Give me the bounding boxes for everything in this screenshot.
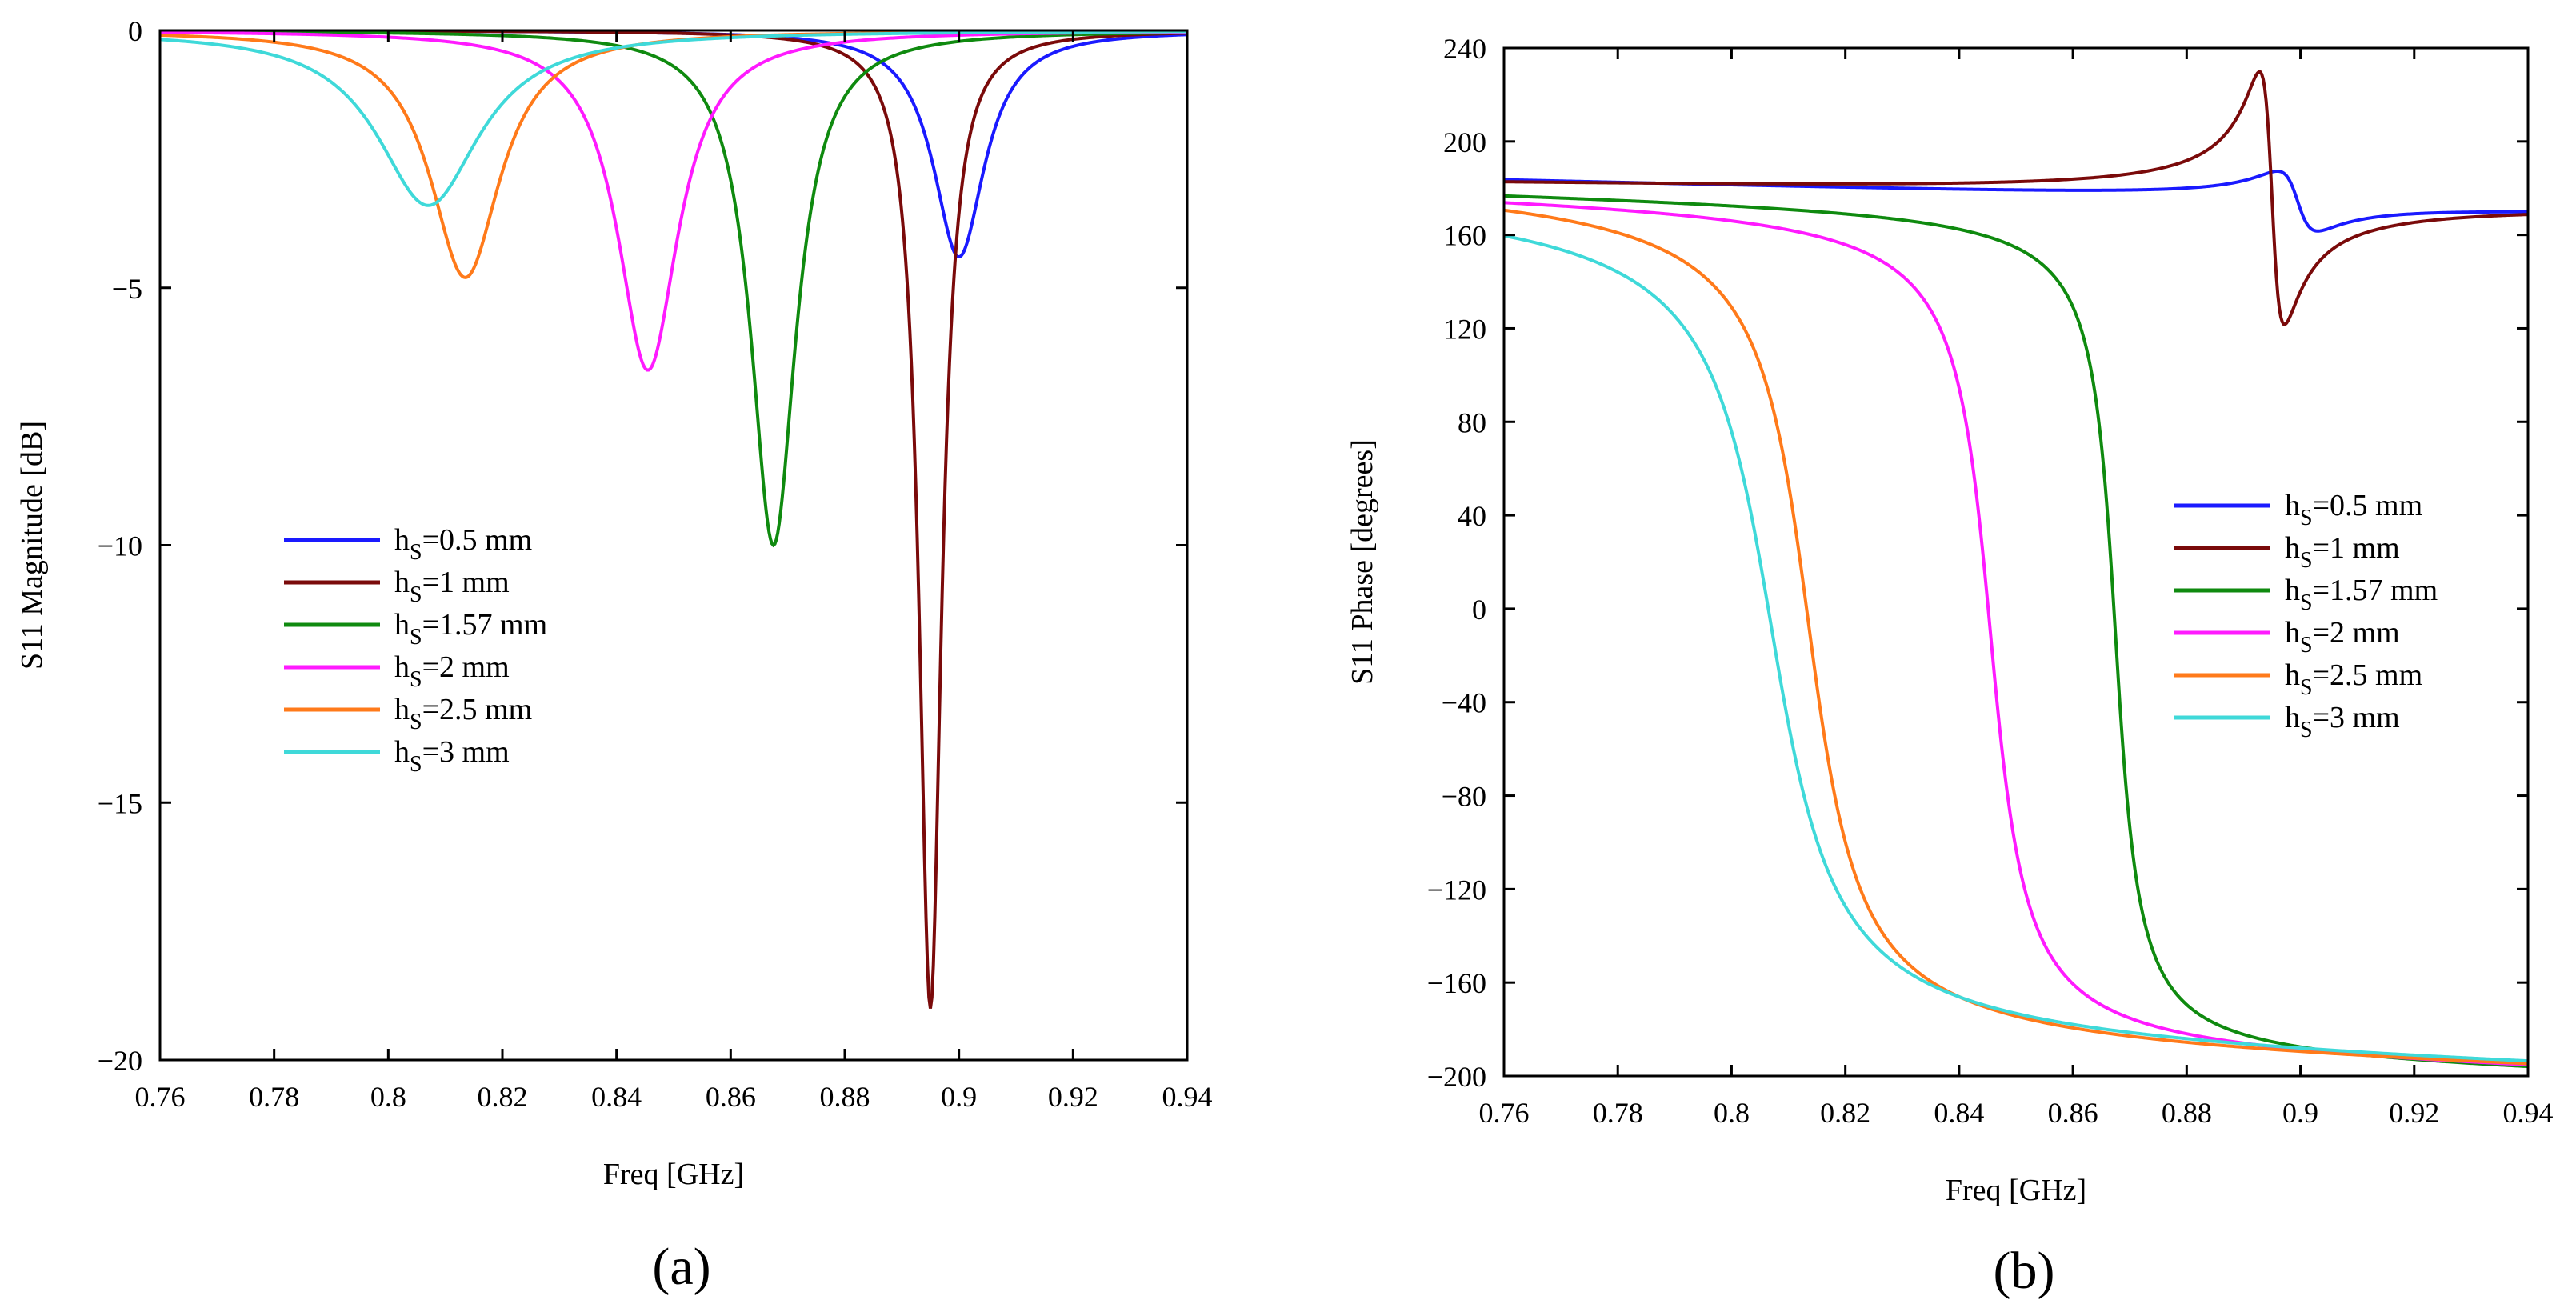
panel-caption: (b) [1994, 1242, 2055, 1300]
legend-entry-5: hS=3 mm [2285, 701, 2400, 742]
y-tick-label: 240 [1443, 33, 1486, 65]
series-line-1 [160, 30, 1187, 1009]
x-tick-label: 0.8 [1714, 1097, 1750, 1129]
panel-caption: (a) [652, 1238, 710, 1296]
y-tick-label: 0 [1472, 594, 1486, 626]
x-tick-label: 0.92 [1048, 1081, 1098, 1113]
y-tick-label: −20 [98, 1045, 142, 1077]
x-tick-label: 0.82 [1820, 1097, 1870, 1129]
y-tick-label: −10 [98, 530, 142, 562]
plot-frame [1502, 46, 2530, 1078]
x-tick-label: 0.94 [2503, 1097, 2554, 1129]
series-line-5 [160, 30, 1187, 207]
y-axis-label: S11 Magnitude [dB] [15, 421, 49, 670]
x-tick-label: 0.94 [1162, 1081, 1213, 1113]
y-tick-label: 120 [1443, 313, 1486, 345]
x-axis-label: Freq [GHz] [1946, 1174, 2086, 1207]
x-tick-label: 0.88 [2162, 1097, 2212, 1129]
chart-panel-b: 0.76 0.78 0.8 0.82 0.84 0.86 0.88 0.9 0.92 0.94 24… [1346, 33, 2554, 1300]
y-tick-label: 40 [1458, 500, 1486, 532]
chart-panel-a: 0.76 0.78 0.8 0.82 0.84 0.86 0.88 0.9 0.92 0.94 0 −… [15, 15, 1213, 1296]
y-tick-label: −40 [1442, 687, 1486, 719]
x-tick-label: 0.76 [135, 1081, 186, 1113]
legend-entry-4: hS=2.5 mm [2285, 658, 2422, 700]
x-tick-label: 0.84 [1934, 1097, 1984, 1129]
x-axis-label: Freq [GHz] [603, 1158, 744, 1191]
y-tick-label: 160 [1443, 220, 1486, 252]
y-tick-label: 0 [128, 15, 142, 47]
series-line-1 [1504, 70, 2528, 326]
x-tick-label: 0.78 [1593, 1097, 1643, 1129]
x-tick-label: 0.86 [706, 1081, 756, 1113]
legend-entry-5: hS=3 mm [394, 735, 510, 777]
y-tick-label: −80 [1442, 781, 1486, 813]
x-tick-label: 0.9 [941, 1081, 977, 1113]
series-line-3 [160, 30, 1187, 372]
x-tick-label: 0.8 [370, 1081, 406, 1113]
plot-frame [158, 29, 1189, 1062]
y-tick-label: 200 [1443, 126, 1486, 158]
y-tick-label: −5 [112, 273, 142, 305]
x-tick-label: 0.76 [1479, 1097, 1530, 1129]
series-line-4 [1504, 208, 2528, 1066]
x-tick-label: 0.86 [2048, 1097, 2098, 1129]
y-axis-label: S11 Phase [degrees] [1346, 439, 1379, 685]
legend-entry-4: hS=2.5 mm [394, 693, 532, 734]
series-line-5 [1504, 234, 2528, 1063]
series-line-2 [160, 30, 1187, 548]
y-tick-label: 80 [1458, 406, 1486, 438]
y-tick-label: −160 [1427, 967, 1486, 999]
legend-entry-2: hS=1.57 mm [2285, 574, 2438, 615]
y-tick-label: −200 [1427, 1061, 1486, 1093]
x-tick-label: 0.82 [478, 1081, 528, 1113]
legend-entry-1: hS=1 mm [394, 566, 510, 607]
x-tick-label: 0.78 [249, 1081, 299, 1113]
x-tick-label: 0.88 [820, 1081, 870, 1113]
legend-entry-0: hS=0.5 mm [394, 523, 532, 565]
x-tick-label: 0.9 [2282, 1097, 2318, 1129]
legend-entry-0: hS=0.5 mm [2285, 489, 2422, 530]
x-tick-label: 0.92 [2389, 1097, 2439, 1129]
legend-entry-3: hS=2 mm [394, 650, 510, 692]
x-tick-label: 0.84 [591, 1081, 642, 1113]
y-tick-label: −15 [98, 787, 142, 819]
legend-entry-1: hS=1 mm [2285, 531, 2400, 573]
y-tick-label: −120 [1427, 874, 1486, 906]
legend-entry-2: hS=1.57 mm [394, 608, 547, 650]
legend-entry-3: hS=2 mm [2285, 616, 2400, 658]
